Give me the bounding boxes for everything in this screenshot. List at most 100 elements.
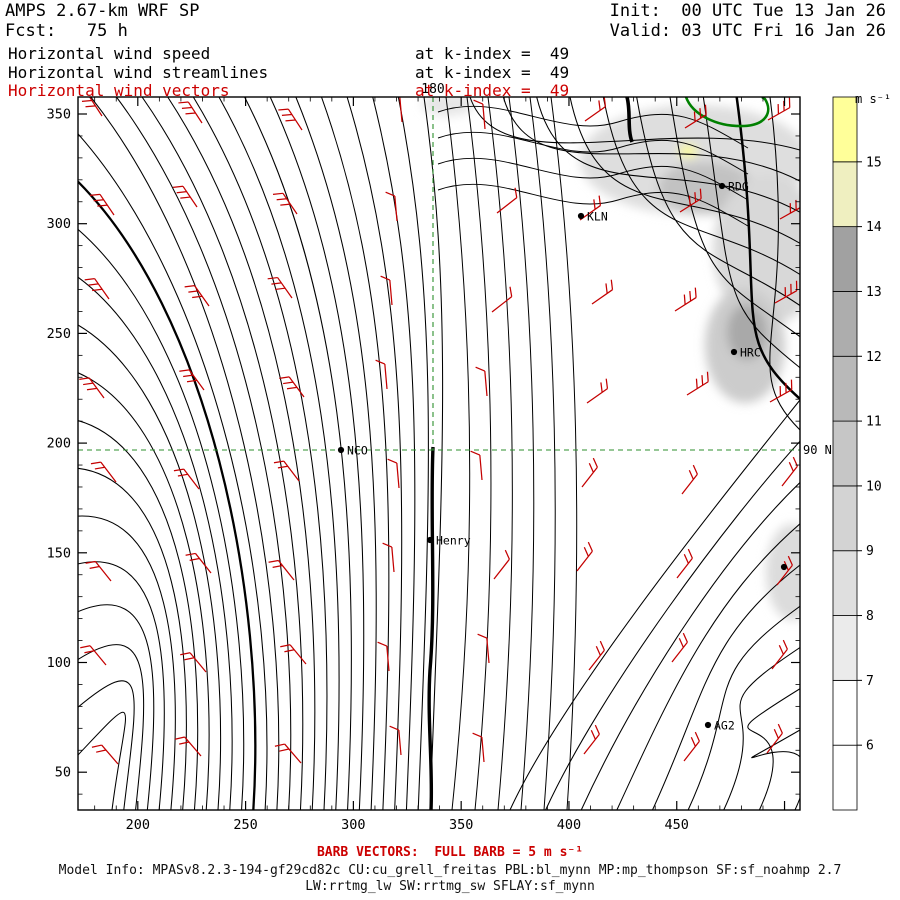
streamline [269, 97, 365, 810]
x-tick-label: 350 [449, 817, 473, 833]
streamline [469, 97, 800, 151]
streamline [78, 680, 135, 810]
wind-barb [268, 559, 295, 581]
wind-barb [185, 552, 212, 574]
station-label: RDG [728, 180, 749, 194]
wind-barb [473, 99, 486, 130]
wind-barbs-layer [79, 97, 800, 765]
streamline [580, 482, 800, 810]
streamline [244, 97, 352, 810]
streamline [437, 157, 749, 201]
wind-barb [766, 723, 783, 754]
station-marker: AG2 [704, 719, 735, 733]
streamline [569, 97, 800, 244]
station-marker: NCO [337, 444, 368, 458]
colorbar-tick-label: 14 [866, 220, 882, 235]
streamlines-layer [78, 97, 800, 810]
wind-barb [279, 376, 305, 398]
wind-barb [272, 192, 298, 215]
wind-barb [470, 450, 483, 481]
meridian-label: 180 [421, 82, 444, 97]
y-tick-label: 250 [47, 326, 71, 342]
colorbar-segment [832, 226, 858, 292]
wind-barb [178, 101, 203, 124]
stations-layer: KLN RDG HRC NCO Henry AG2 [337, 180, 788, 733]
streamline [550, 97, 578, 810]
colorbar-tick-label: 12 [866, 350, 882, 365]
y-tick-label: 300 [47, 216, 71, 232]
colorbar-tick-label: 6 [866, 739, 874, 754]
streamline [437, 183, 749, 227]
station-label: AG2 [714, 719, 735, 733]
streamline [141, 97, 304, 810]
green-contour-layer [684, 97, 770, 128]
field-streamlines-level: at k-index = 49 [415, 63, 570, 82]
wind-barb [491, 286, 513, 313]
streamline [78, 604, 155, 810]
colorbar-segment [832, 355, 858, 422]
y-tick-label: 350 [47, 107, 71, 123]
wind-barb [273, 460, 300, 482]
streamline [602, 97, 800, 275]
streamline [116, 97, 292, 810]
streamline [702, 97, 800, 369]
streamline [509, 399, 800, 810]
station-marker [780, 563, 788, 571]
wind-barb [81, 97, 103, 117]
streamline [78, 133, 268, 810]
wind-barb [91, 744, 119, 765]
station-marker: HRC [730, 346, 761, 360]
y-tick-label: 50 [55, 765, 71, 781]
streamline [78, 644, 145, 810]
streamline [616, 523, 800, 810]
streamline [372, 97, 416, 810]
wind-barb [581, 457, 598, 488]
wind-barb [375, 359, 388, 390]
wind-barb [173, 468, 200, 490]
colorbar-segment [832, 485, 858, 552]
model-info-line1: Model Info: MPASv8.2.3-194-gf29cd82c CU:… [58, 863, 842, 878]
colorbar-segment [832, 291, 858, 357]
colorbar-unit-label: m s⁻¹ [855, 92, 891, 106]
wind-barb [681, 464, 698, 495]
streamline [78, 467, 187, 810]
colorbar-tick-label: 11 [866, 415, 882, 430]
colorbar-segment [832, 161, 858, 228]
valid-time: Valid: 03 UTC Fri 16 Jan 26 [609, 21, 886, 41]
x-tick-label: 450 [665, 817, 689, 833]
wind-barb [583, 724, 600, 755]
wind-barb [771, 639, 788, 670]
station-marker: RDG [718, 180, 749, 194]
wind-barb [679, 188, 702, 213]
wind-barb [774, 280, 798, 304]
wind-barb [385, 191, 398, 222]
wind-barb [90, 461, 117, 483]
streamline [487, 97, 513, 810]
thick-streamline [625, 97, 634, 143]
streamline [78, 324, 222, 810]
wind-barb [674, 287, 697, 312]
wind-barb [591, 279, 614, 305]
station-dot [704, 721, 712, 729]
wind-barb [683, 731, 700, 762]
streamline [78, 229, 245, 810]
y-tick-label: 100 [47, 655, 71, 671]
station-label: HRC [740, 346, 761, 360]
streamline [502, 97, 800, 182]
meridian-thick-line [427, 446, 435, 810]
axes-layer: 200 250 300 350 400 450 50 100 150 200 250 300 350 [47, 97, 800, 833]
streamline [687, 605, 800, 810]
colorbar-tick-label: 13 [866, 285, 882, 300]
shading-blob [727, 304, 767, 360]
green-contour [684, 97, 770, 128]
wind-barb [477, 633, 490, 664]
streamline [346, 97, 403, 810]
barb-legend: BARB VECTORS: FULL BARB = 5 m s⁻¹ [316, 845, 584, 860]
streamline [747, 688, 800, 810]
colorbar-tick-label: 10 [866, 479, 882, 494]
station-dot [780, 563, 788, 571]
wind-barb [584, 97, 607, 122]
init-time: Init: 00 UTC Tue 13 Jan 26 [609, 1, 886, 21]
colorbar-segment [832, 420, 858, 487]
